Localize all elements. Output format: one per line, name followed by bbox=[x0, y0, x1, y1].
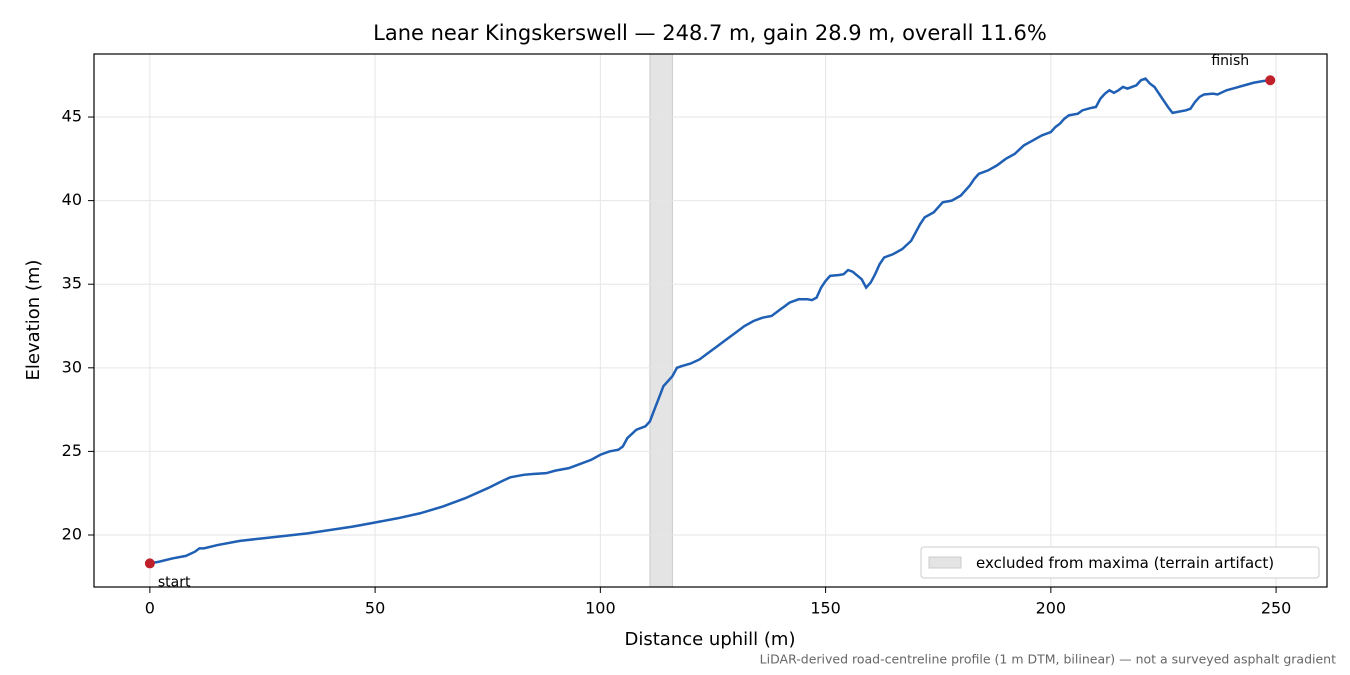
chart-title: Lane near Kingskerswell — 248.7 m, gain … bbox=[373, 21, 1047, 45]
x-tick-label: 0 bbox=[145, 599, 155, 618]
y-tick-label: 35 bbox=[62, 274, 82, 293]
excluded-band bbox=[649, 53, 673, 588]
y-tick-label: 25 bbox=[62, 441, 82, 460]
y-tick-label: 20 bbox=[62, 525, 82, 544]
legend-swatch bbox=[928, 556, 962, 569]
plot-frame bbox=[93, 53, 1328, 588]
x-tick-label: 250 bbox=[1261, 599, 1292, 618]
legend-label: excluded from maxima (terrain artifact) bbox=[976, 554, 1274, 572]
legend-box bbox=[920, 546, 1320, 579]
endpoint-label: start bbox=[158, 574, 191, 590]
y-tick-label: 40 bbox=[62, 190, 82, 209]
endpoint-marker bbox=[1265, 75, 1276, 86]
x-tick-label: 150 bbox=[810, 599, 841, 618]
endpoint-marker bbox=[144, 558, 155, 569]
x-axis-label: Distance uphill (m) bbox=[625, 629, 796, 650]
y-axis-label: Elevation (m) bbox=[23, 260, 44, 381]
elevation-line bbox=[149, 77, 1271, 565]
x-tick-label: 200 bbox=[1036, 599, 1067, 618]
x-tick-label: 50 bbox=[365, 599, 385, 618]
footnote: LiDAR-derived road-centreline profile (1… bbox=[760, 652, 1336, 667]
endpoint-label: finish bbox=[1211, 53, 1249, 69]
x-tick-label: 100 bbox=[585, 599, 616, 618]
y-tick-label: 30 bbox=[62, 357, 82, 376]
y-tick-label: 45 bbox=[62, 107, 82, 126]
